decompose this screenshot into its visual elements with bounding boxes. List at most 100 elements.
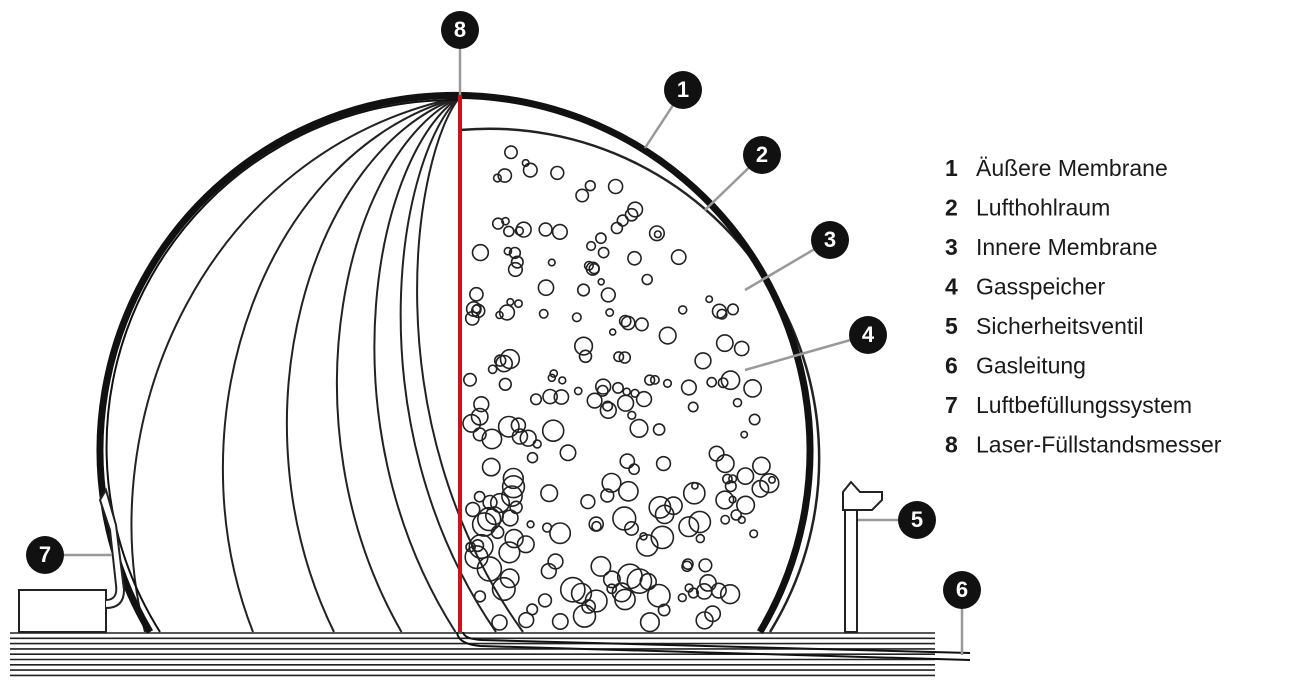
bubble <box>498 541 521 564</box>
bubble <box>508 246 522 260</box>
bubble <box>681 560 693 573</box>
bubble <box>538 222 553 237</box>
bubble <box>682 481 706 505</box>
bubble <box>487 364 498 375</box>
bubble <box>611 381 624 394</box>
bubble <box>635 390 653 408</box>
bubble <box>611 582 632 603</box>
bubble <box>614 588 636 611</box>
legend-number: 6 <box>945 353 958 379</box>
bubble <box>526 451 539 464</box>
bubble <box>501 216 510 226</box>
bubble <box>537 279 555 297</box>
callouts: 8 1 2 3 4 5 6 7 <box>26 11 981 655</box>
bubble <box>575 188 590 203</box>
bubble <box>629 418 649 439</box>
bubble <box>553 389 570 405</box>
bubble <box>585 240 597 252</box>
bubble <box>695 583 713 600</box>
bubble <box>634 317 649 332</box>
bubble <box>715 454 735 474</box>
bubble <box>576 283 591 297</box>
bubble <box>737 515 746 525</box>
bubble <box>515 221 532 238</box>
bubble <box>516 535 535 554</box>
bubble <box>648 225 666 242</box>
callout-circle <box>811 221 849 259</box>
bubble <box>547 258 556 267</box>
bubble <box>728 495 737 504</box>
legend-label: Luftbefüllungssystem <box>976 392 1192 418</box>
bubble <box>646 583 671 608</box>
bubble <box>687 587 700 599</box>
bubble <box>491 576 516 602</box>
bubble <box>705 295 714 304</box>
bubble <box>526 603 539 616</box>
callout-circle <box>26 536 64 574</box>
bubble <box>767 475 776 484</box>
bubble <box>618 480 639 502</box>
callout-number: 8 <box>454 17 466 42</box>
bubble <box>595 232 607 245</box>
legend-number: 4 <box>945 274 958 300</box>
bubble <box>627 410 637 420</box>
bubble <box>639 531 648 541</box>
bubble <box>465 300 482 317</box>
bubble <box>620 315 636 331</box>
bubble <box>599 401 617 419</box>
bubble <box>529 393 543 406</box>
meridian <box>221 96 461 633</box>
bubble <box>600 287 616 303</box>
bubble <box>551 612 569 630</box>
bubble <box>627 250 642 266</box>
bubble <box>724 480 737 493</box>
bubble <box>462 413 482 433</box>
bubble <box>664 496 683 516</box>
bubble <box>588 516 605 532</box>
bubble <box>550 165 565 181</box>
bubble <box>653 230 662 239</box>
bubble <box>584 180 596 192</box>
bubble <box>573 336 594 356</box>
bubble <box>722 473 733 485</box>
meridian <box>335 96 461 633</box>
bubble <box>716 308 728 320</box>
bubble <box>732 397 743 408</box>
bubble <box>468 533 494 560</box>
callout-circle <box>664 71 702 109</box>
legend-label: Innere Membrane <box>976 234 1158 260</box>
bubble <box>572 604 597 628</box>
bubble <box>736 467 755 486</box>
bubble <box>706 376 718 388</box>
bubble <box>715 490 735 510</box>
bubble <box>588 263 600 275</box>
bubble <box>730 509 743 521</box>
bubble <box>670 249 687 266</box>
callout-circle <box>743 136 781 174</box>
bubble <box>680 379 698 396</box>
bubble <box>728 474 738 484</box>
bubble <box>506 297 515 307</box>
bubble <box>622 387 632 397</box>
bubble <box>513 299 523 309</box>
bubble <box>657 603 671 617</box>
bubble <box>749 529 759 539</box>
meridian <box>399 96 497 633</box>
meridian <box>130 96 461 633</box>
bubble <box>601 472 622 493</box>
bubble <box>704 605 722 623</box>
bubble <box>559 444 577 462</box>
callout-circle <box>898 501 936 539</box>
bubble <box>610 221 624 235</box>
bubble <box>477 506 502 532</box>
safety-valve <box>842 480 883 633</box>
callout-circle <box>943 571 981 609</box>
bubble <box>502 225 515 238</box>
bubble <box>616 563 643 590</box>
bubble <box>471 538 485 553</box>
bubble <box>643 374 656 386</box>
bubble <box>491 614 508 631</box>
bubble <box>509 500 523 515</box>
bubble <box>501 509 519 527</box>
